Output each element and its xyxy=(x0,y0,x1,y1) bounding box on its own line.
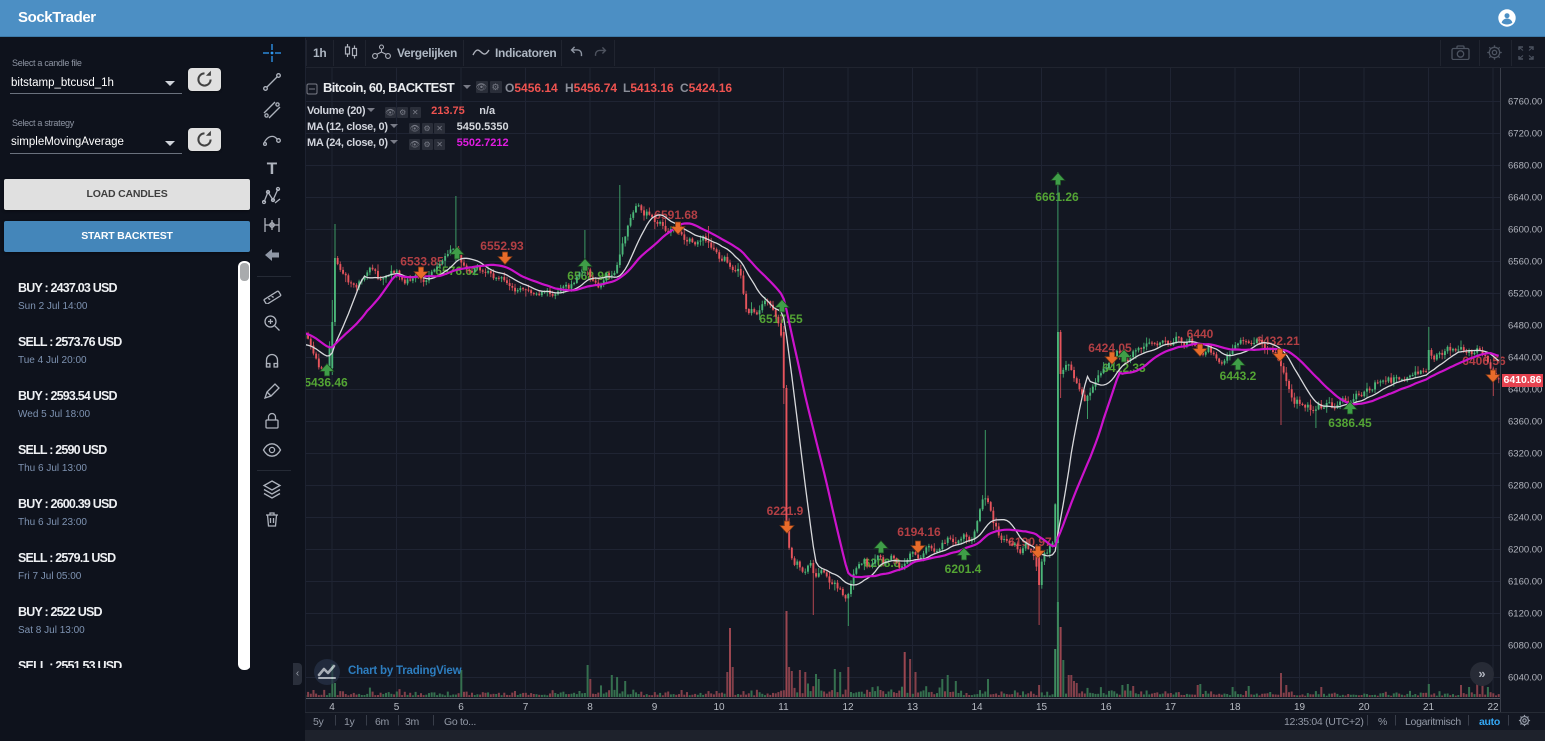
svg-text:14: 14 xyxy=(971,702,983,712)
svg-text:22: 22 xyxy=(1487,702,1499,712)
svg-text:6386.45: 6386.45 xyxy=(1328,416,1372,430)
svg-text:6560.00: 6560.00 xyxy=(1508,257,1542,268)
svg-text:6424.05: 6424.05 xyxy=(1088,341,1132,355)
svg-text:6240.00: 6240.00 xyxy=(1508,513,1542,524)
svg-text:6440: 6440 xyxy=(1187,327,1214,341)
svg-text:6080.00: 6080.00 xyxy=(1508,641,1542,652)
svg-text:16: 16 xyxy=(1100,702,1112,712)
svg-text:6533.85: 6533.85 xyxy=(400,255,444,269)
svg-text:9: 9 xyxy=(652,702,658,712)
svg-text:18: 18 xyxy=(1229,702,1241,712)
svg-text:6480.00: 6480.00 xyxy=(1508,321,1542,332)
svg-text:6360.00: 6360.00 xyxy=(1508,417,1542,428)
svg-text:6120.00: 6120.00 xyxy=(1508,609,1542,620)
svg-text:6400.00: 6400.00 xyxy=(1508,385,1542,396)
svg-text:6591.68: 6591.68 xyxy=(654,208,698,222)
svg-text:6160.00: 6160.00 xyxy=(1508,577,1542,588)
svg-text:7: 7 xyxy=(523,702,529,712)
svg-text:12: 12 xyxy=(842,702,854,712)
svg-text:20: 20 xyxy=(1358,702,1370,712)
svg-text:5436.46: 5436.46 xyxy=(305,376,348,390)
svg-text:11: 11 xyxy=(778,702,789,712)
svg-text:6640.00: 6640.00 xyxy=(1508,193,1542,204)
svg-text:21: 21 xyxy=(1423,702,1435,712)
svg-text:6443.2: 6443.2 xyxy=(1220,369,1257,383)
svg-text:6568.96: 6568.96 xyxy=(567,269,611,283)
svg-text:6320.00: 6320.00 xyxy=(1508,449,1542,460)
svg-text:6200.00: 6200.00 xyxy=(1508,545,1542,556)
svg-text:8: 8 xyxy=(587,702,593,712)
svg-text:6680.00: 6680.00 xyxy=(1508,161,1542,172)
svg-text:13: 13 xyxy=(907,702,919,712)
svg-text:T: T xyxy=(267,159,278,178)
svg-text:4: 4 xyxy=(329,702,335,712)
svg-text:6600.00: 6600.00 xyxy=(1508,225,1542,236)
svg-text:6432.21: 6432.21 xyxy=(1256,334,1300,348)
svg-text:6440.00: 6440.00 xyxy=(1508,353,1542,364)
svg-text:6760.00: 6760.00 xyxy=(1508,97,1542,108)
svg-text:6194.16: 6194.16 xyxy=(897,525,941,539)
svg-text:6208.8: 6208.8 xyxy=(864,556,901,570)
svg-text:19: 19 xyxy=(1294,702,1306,712)
svg-text:6: 6 xyxy=(458,702,464,712)
svg-text:17: 17 xyxy=(1165,702,1177,712)
svg-text:6552.93: 6552.93 xyxy=(480,239,524,253)
svg-text:6661.26: 6661.26 xyxy=(1035,190,1079,204)
svg-text:6280.00: 6280.00 xyxy=(1508,481,1542,492)
svg-text:15: 15 xyxy=(1036,702,1048,712)
svg-text:6221.9: 6221.9 xyxy=(767,504,804,518)
svg-text:6720.00: 6720.00 xyxy=(1508,129,1542,140)
svg-text:6520.00: 6520.00 xyxy=(1508,289,1542,300)
svg-text:10: 10 xyxy=(713,702,725,712)
svg-text:6201.4: 6201.4 xyxy=(945,562,982,576)
svg-text:5: 5 xyxy=(394,702,400,712)
svg-text:6040.00: 6040.00 xyxy=(1508,673,1542,684)
